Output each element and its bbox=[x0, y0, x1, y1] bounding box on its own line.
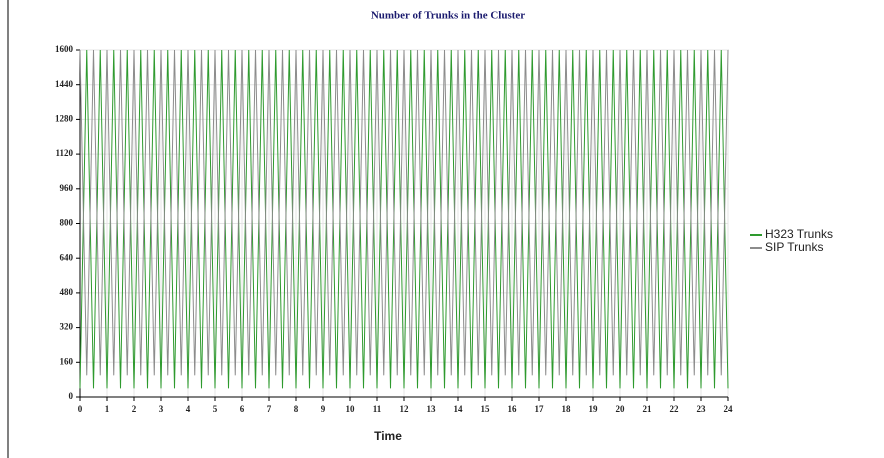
y-tick-label: 960 bbox=[60, 183, 74, 193]
y-tick-label: 0 bbox=[69, 391, 74, 401]
x-tick-label: 8 bbox=[294, 404, 299, 414]
y-tick-label: 640 bbox=[60, 252, 74, 262]
chart-title: Number of Trunks in the Cluster bbox=[371, 10, 525, 22]
x-tick-label: 3 bbox=[159, 404, 164, 414]
x-tick-label: 4 bbox=[186, 404, 191, 414]
x-tick-label: 1 bbox=[105, 404, 110, 414]
x-axis-label: Time bbox=[374, 429, 402, 443]
y-tick-label: 1120 bbox=[55, 148, 73, 158]
x-tick-label: 22 bbox=[670, 404, 680, 414]
x-tick-label: 10 bbox=[346, 404, 356, 414]
x-tick-label: 2 bbox=[132, 404, 137, 414]
x-tick-label: 20 bbox=[616, 404, 626, 414]
x-tick-label: 7 bbox=[267, 404, 272, 414]
series-line bbox=[79, 49, 729, 389]
x-tick-label: 13 bbox=[427, 404, 437, 414]
x-tick-label: 19 bbox=[589, 404, 599, 414]
y-tick-label: 320 bbox=[60, 322, 74, 332]
x-tick-label: 17 bbox=[535, 404, 545, 414]
x-tick-label: 6 bbox=[240, 404, 245, 414]
x-tick-label: 11 bbox=[373, 404, 382, 414]
y-tick-label: 480 bbox=[60, 287, 74, 297]
x-tick-label: 9 bbox=[321, 404, 326, 414]
x-tick-label: 0 bbox=[78, 404, 83, 414]
y-tick-label: 800 bbox=[60, 218, 74, 228]
x-tick-label: 23 bbox=[697, 404, 707, 414]
legend-label: SIP Trunks bbox=[765, 240, 823, 254]
x-tick-label: 16 bbox=[508, 404, 518, 414]
x-tick-label: 24 bbox=[724, 404, 734, 414]
y-tick-label: 1280 bbox=[55, 113, 74, 123]
x-tick-label: 18 bbox=[562, 404, 572, 414]
y-tick-label: 1440 bbox=[55, 79, 74, 89]
y-tick-label: 1600 bbox=[55, 44, 74, 54]
x-tick-label: 14 bbox=[454, 404, 464, 414]
x-tick-label: 5 bbox=[213, 404, 218, 414]
series-line bbox=[79, 49, 729, 376]
x-tick-label: 21 bbox=[643, 404, 653, 414]
x-tick-label: 15 bbox=[481, 404, 491, 414]
x-tick-label: 12 bbox=[400, 404, 410, 414]
y-tick-label: 160 bbox=[60, 356, 74, 366]
legend-label: H323 Trunks bbox=[765, 227, 833, 241]
